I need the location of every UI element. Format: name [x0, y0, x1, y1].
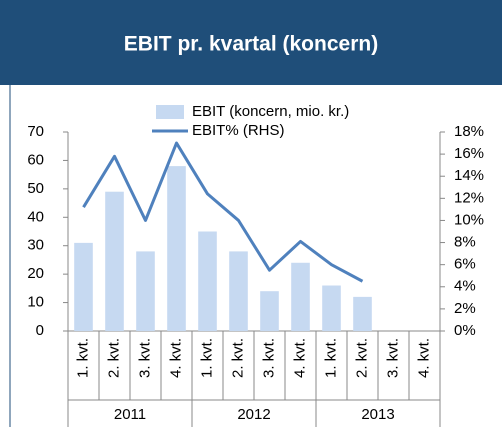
y-tick-label: 40	[27, 208, 44, 225]
group-label: 2012	[237, 406, 270, 423]
x-tick-label: 3. kvt.	[260, 338, 277, 378]
y2-tick-label: 18%	[454, 123, 484, 140]
bar	[105, 191, 124, 331]
group-label: 2013	[361, 406, 394, 423]
x-tick-label: 1. kvt.	[198, 338, 215, 378]
bar	[260, 291, 279, 331]
y-tick-label: 60	[27, 151, 44, 168]
legend-label: EBIT (koncern, mio. kr.)	[192, 103, 349, 120]
x-tick-label: 2. kvt.	[229, 338, 246, 378]
group-label: 2011	[114, 406, 146, 423]
x-tick-label: 4. kvt.	[167, 338, 184, 378]
x-tick-label: 4. kvt.	[291, 338, 308, 378]
y2-tick-label: 4%	[454, 278, 476, 295]
y-tick-label: 0	[36, 322, 44, 339]
bar	[353, 296, 372, 331]
title-banner	[0, 0, 502, 85]
y2-tick-label: 12%	[454, 189, 484, 206]
y-tick-label: 50	[27, 180, 44, 197]
legend-swatch	[156, 105, 184, 119]
x-tick-label: 2. kvt.	[105, 338, 122, 378]
bar	[291, 262, 310, 331]
y-tick-label: 70	[27, 123, 44, 140]
y2-tick-label: 8%	[454, 234, 476, 251]
y2-tick-label: 16%	[454, 145, 484, 162]
chart-title: EBIT pr. kvartal (koncern)	[124, 33, 378, 56]
bar	[136, 251, 155, 331]
x-tick-label: 3. kvt.	[136, 338, 153, 378]
bar	[229, 251, 248, 331]
legend-label: EBIT% (RHS)	[192, 122, 285, 139]
y2-tick-label: 14%	[454, 167, 484, 184]
bar	[322, 285, 341, 331]
x-tick-label: 2. kvt.	[353, 338, 370, 378]
x-tick-label: 3. kvt.	[384, 338, 401, 378]
y-tick-label: 30	[27, 237, 44, 254]
y-tick-label: 20	[27, 265, 44, 282]
bar	[167, 166, 186, 331]
bar	[198, 231, 217, 331]
y2-tick-label: 10%	[454, 211, 484, 228]
bar	[74, 242, 93, 331]
x-tick-label: 1. kvt.	[74, 338, 91, 378]
x-tick-label: 1. kvt.	[322, 338, 339, 378]
y2-tick-label: 0%	[454, 322, 476, 339]
x-tick-label: 4. kvt.	[415, 338, 432, 378]
y-tick-label: 10	[27, 294, 44, 311]
y2-tick-label: 2%	[454, 300, 476, 317]
line	[82, 141, 364, 283]
y2-tick-label: 6%	[454, 256, 476, 273]
